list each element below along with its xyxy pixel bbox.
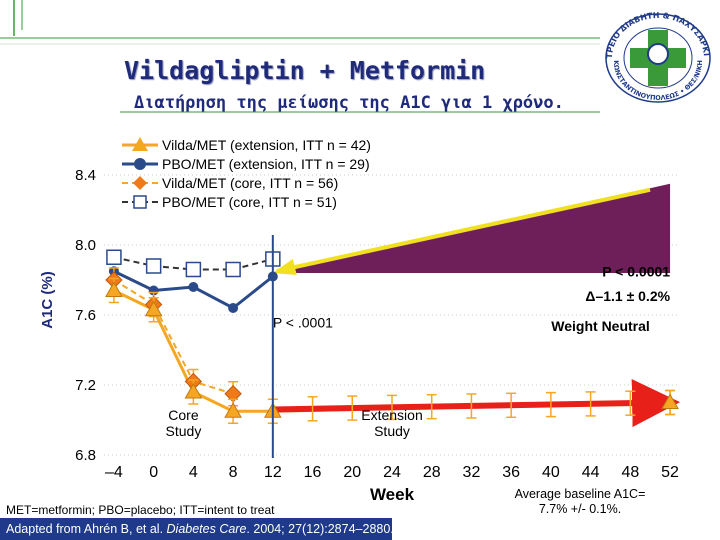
x-tick-label: 4: [189, 464, 198, 481]
slide-title: Vildagliptin + Metformin: [124, 56, 486, 85]
wedge-arrow-line: [276, 187, 651, 273]
annotation-0: P < .0001: [273, 314, 333, 330]
x-tick-label: 36: [502, 464, 520, 481]
data-point-3: [225, 261, 241, 278]
legend-label-2: Vilda/MET (core, ITT n = 56): [162, 175, 338, 191]
annotation-7: Study: [374, 423, 410, 439]
legend-label-3: PBO/MET (core, ITT n = 51): [162, 194, 337, 210]
y-axis-title: A1C (%): [39, 271, 56, 329]
annotation-2: Δ–1.1 ± 0.2%: [585, 288, 670, 304]
x-tick-label: 48: [621, 464, 639, 481]
legend-marker-1: [134, 158, 146, 170]
data-point-0: [105, 281, 123, 297]
slide-subtitle: Διατήρηση της μείωσης της A1C για 1 χρόν…: [134, 93, 564, 113]
y-tick-label: 8.0: [75, 237, 96, 254]
data-point-3: [106, 249, 122, 265]
y-tick-label: 7.6: [75, 307, 96, 324]
citation: Adapted from Ahrén B, et al. Diabetes Ca…: [0, 518, 394, 540]
annotation-5: Study: [166, 423, 202, 439]
legend-marker-3: [133, 195, 147, 209]
annotation-3: Weight Neutral: [551, 318, 650, 334]
y-tick-label: 8.4: [75, 167, 96, 184]
wedge-arrow-head: [272, 259, 297, 275]
series-line-2: [113, 279, 234, 395]
annotation-4: Core: [168, 407, 199, 423]
legend-marker-2: [133, 176, 147, 190]
baseline-note: Average baseline A1C= 7.7% +/- 0.1%.: [470, 487, 690, 517]
y-tick-label: 7.2: [75, 377, 96, 394]
x-tick-label: 8: [229, 464, 238, 481]
data-point-0: [224, 402, 242, 418]
annotation-1: P < 0.0001: [602, 264, 670, 280]
legend-label-1: PBO/MET (extension, ITT n = 29): [162, 156, 370, 172]
data-point-3: [145, 258, 162, 274]
x-tick-label: 40: [542, 464, 560, 481]
x-tick-label: 0: [149, 464, 158, 481]
annotation-6: Extension: [361, 407, 422, 423]
clinic-logo: ΙΑΤΡΕΙΟ ΔΙΑΒΗΤΗ & ΠΑΧΥΣΑΡΚΙΑΣ ΚΩΝΣΤΑΝΤΙΝ…: [600, 8, 711, 103]
x-axis-title: Week: [370, 485, 415, 504]
extension-arrow: [272, 379, 681, 428]
x-tick-label: 16: [304, 464, 322, 481]
x-tick-label: 12: [264, 464, 282, 481]
baseline-line-2: 7.7% +/- 0.1%.: [538, 502, 622, 516]
data-point-0: [144, 300, 163, 317]
x-tick-label: 32: [463, 464, 481, 481]
baseline-line-1: Average baseline A1C=: [514, 487, 646, 501]
data-point-0: [184, 382, 203, 399]
data-point-0: [661, 393, 679, 409]
x-tick-label: –4: [105, 464, 123, 481]
x-tick-label: 28: [423, 464, 441, 481]
citation-suffix: . 2004; 27(12):2874–2880.: [246, 522, 394, 536]
decorative-lines: [0, 0, 600, 113]
y-tick-label: 6.8: [75, 447, 96, 464]
x-tick-label: 24: [383, 464, 401, 481]
footnote: MET=metformin; PBO=placebo; ITT=intent t…: [6, 503, 275, 517]
legend-marker-0: [132, 137, 148, 151]
data-point-1: [188, 282, 199, 292]
citation-prefix: Adapted from Ahrén B, et al.: [6, 522, 167, 536]
citation-journal: Diabetes Care: [166, 522, 247, 536]
data-point-3: [185, 261, 202, 278]
x-tick-label: 20: [343, 464, 361, 481]
x-tick-label: 44: [582, 464, 600, 481]
legend-label-0: Vilda/MET (extension, ITT n = 42): [162, 137, 371, 153]
data-point-1: [228, 303, 239, 313]
x-tick-label: 52: [661, 464, 679, 481]
